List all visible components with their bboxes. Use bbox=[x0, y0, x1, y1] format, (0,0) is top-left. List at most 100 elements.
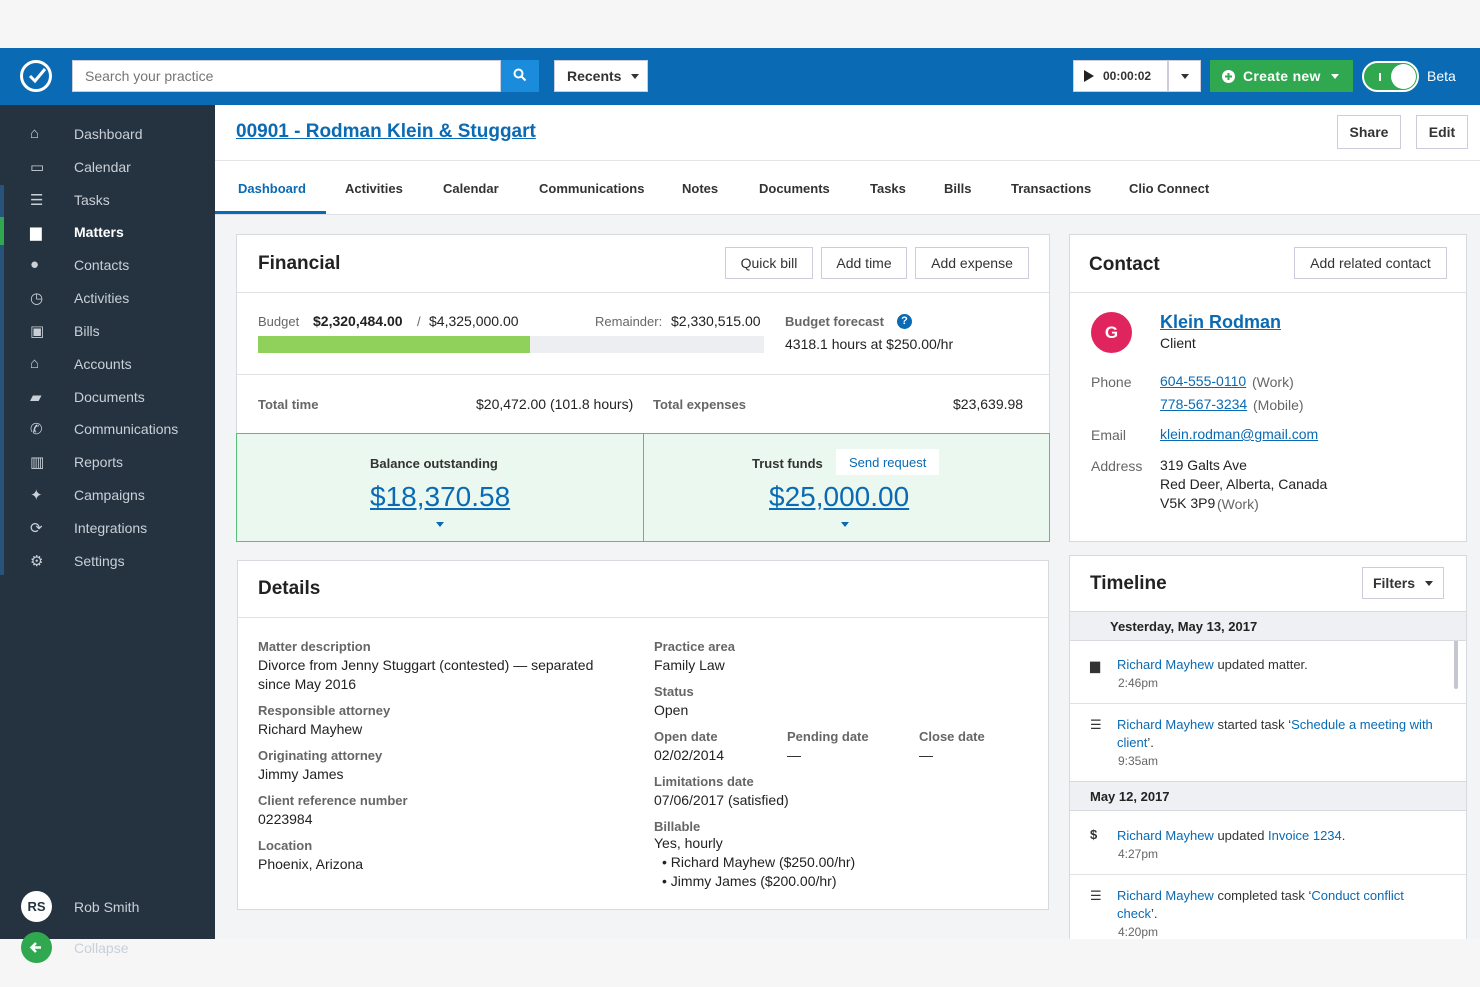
sidebar-item-matters[interactable]: ▆ Matters bbox=[0, 215, 215, 248]
sidebar-item-label: Integrations bbox=[74, 519, 148, 536]
timeline-task-link[interactable]: Schedule a meeting with client bbox=[1117, 717, 1433, 750]
bill-icon: ▣ bbox=[30, 322, 45, 340]
beta-toggle[interactable] bbox=[1362, 61, 1419, 92]
recents-dropdown[interactable]: Recents bbox=[554, 60, 648, 92]
person-icon: ● bbox=[30, 256, 40, 273]
tab-activities[interactable]: Activities bbox=[345, 181, 403, 196]
send-request-button[interactable]: Send request bbox=[836, 449, 940, 475]
sidebar-item-campaigns[interactable]: ✦ Campaigns bbox=[0, 478, 215, 511]
timer-dropdown-button[interactable] bbox=[1168, 60, 1201, 92]
help-icon[interactable]: ? bbox=[897, 314, 912, 329]
timeline-entry-text: started task ‘ bbox=[1213, 717, 1292, 732]
matter-tabs: Dashboard Activities Calendar Communicat… bbox=[215, 161, 1480, 215]
sidebar-item-label: Matters bbox=[74, 223, 124, 240]
timeline-entry-end: ’. bbox=[1150, 906, 1158, 921]
clio-logo-icon[interactable] bbox=[20, 60, 52, 92]
timer-button[interactable]: 00:00:02 bbox=[1073, 60, 1168, 92]
details-title: Details bbox=[258, 578, 321, 599]
recents-label: Recents bbox=[567, 68, 622, 84]
user-avatar[interactable]: RS bbox=[21, 891, 52, 922]
timeline-date-header: May 12, 2017 bbox=[1070, 781, 1466, 811]
contact-name-link[interactable]: Klein Rodman bbox=[1160, 312, 1282, 332]
tab-transactions[interactable]: Transactions bbox=[1011, 181, 1092, 196]
add-expense-button[interactable]: Add expense bbox=[915, 247, 1029, 279]
folder-icon: ▰ bbox=[30, 388, 42, 406]
campaign-icon: ✦ bbox=[30, 486, 43, 504]
balance-outstanding-card: Balance outstanding $18,370.58 bbox=[236, 433, 644, 542]
collapse-button[interactable]: Collapse bbox=[74, 940, 129, 956]
sidebar-item-bills[interactable]: ▣ Bills bbox=[0, 314, 215, 347]
timeline-user-link[interactable]: Richard Mayhew bbox=[1117, 717, 1214, 732]
timeline-title: Timeline bbox=[1090, 573, 1167, 594]
sidebar-item-label: Reports bbox=[74, 453, 124, 470]
user-name[interactable]: Rob Smith bbox=[74, 899, 140, 915]
sidebar-item-label: Dashboard bbox=[74, 125, 143, 142]
email-label: Email bbox=[1091, 427, 1127, 443]
tab-documents[interactable]: Documents bbox=[759, 181, 830, 196]
billable-value: Yes, hourly bbox=[654, 835, 723, 851]
timeline-scrollbar[interactable] bbox=[1454, 617, 1458, 689]
timeline-time: 9:35am bbox=[1118, 754, 1159, 768]
quick-bill-button[interactable]: Quick bill bbox=[725, 247, 813, 279]
email-link[interactable]: klein.rodman@gmail.com bbox=[1160, 426, 1319, 442]
list-icon: ☰ bbox=[30, 191, 44, 209]
sidebar-item-communications[interactable]: ✆ Communications bbox=[0, 412, 215, 445]
billable-rate-2: • Jimmy James ($200.00/hr) bbox=[662, 873, 837, 889]
plus-circle-icon bbox=[1222, 69, 1235, 83]
budget-label: Budget bbox=[258, 314, 300, 329]
total-expenses-label: Total expenses bbox=[653, 397, 746, 412]
address-type: (Work) bbox=[1217, 496, 1259, 512]
balance-value[interactable]: $18,370.58 bbox=[370, 481, 511, 512]
tab-communications[interactable]: Communications bbox=[539, 181, 645, 196]
page-title[interactable]: 00901 - Rodman Klein & Stuggart bbox=[236, 121, 536, 142]
tab-dashboard[interactable]: Dashboard bbox=[238, 181, 306, 196]
chevron-down-icon[interactable] bbox=[436, 522, 444, 527]
add-related-contact-button[interactable]: Add related contact bbox=[1294, 247, 1447, 279]
address-label: Address bbox=[1091, 458, 1143, 474]
trust-funds-value[interactable]: $25,000.00 bbox=[769, 481, 910, 512]
search-button[interactable] bbox=[501, 60, 539, 92]
tab-tasks[interactable]: Tasks bbox=[870, 181, 906, 196]
calendar-icon: ▭ bbox=[30, 158, 45, 176]
tab-bills[interactable]: Bills bbox=[944, 181, 972, 196]
timeline-user-link[interactable]: Richard Mayhew bbox=[1117, 657, 1214, 672]
add-time-button[interactable]: Add time bbox=[821, 247, 907, 279]
details-panel: Details Matter description Divorce from … bbox=[237, 560, 1049, 910]
tab-notes[interactable]: Notes bbox=[682, 181, 719, 196]
financial-panel: Financial Quick bill Add time Add expens… bbox=[236, 234, 1050, 542]
edit-button[interactable]: Edit bbox=[1416, 115, 1468, 149]
divider bbox=[238, 617, 1048, 618]
sidebar-item-calendar[interactable]: ▭ Calendar bbox=[0, 150, 215, 183]
sidebar-item-integrations[interactable]: ⟳ Integrations bbox=[0, 511, 215, 544]
timeline-invoice-link[interactable]: Invoice 1234 bbox=[1268, 828, 1342, 843]
phone-work-link[interactable]: 604-555-0110 bbox=[1160, 373, 1247, 389]
sidebar-item-tasks[interactable]: ☰ Tasks bbox=[0, 183, 215, 216]
share-button[interactable]: Share bbox=[1337, 115, 1401, 149]
budget-forecast-label: Budget forecast bbox=[785, 314, 884, 329]
sidebar-item-activities[interactable]: ◷ Activities bbox=[0, 281, 215, 314]
sidebar-item-dashboard[interactable]: ⌂ Dashboard bbox=[0, 117, 215, 150]
filters-dropdown[interactable]: Filters bbox=[1362, 567, 1444, 599]
timeline-user-link[interactable]: Richard Mayhew bbox=[1117, 888, 1214, 903]
tab-clio-connect[interactable]: Clio Connect bbox=[1129, 181, 1210, 196]
phone-mobile-link[interactable]: 778-567-3234 bbox=[1160, 396, 1248, 412]
originating-attorney-label: Originating attorney bbox=[258, 748, 383, 763]
sidebar-item-label: Communications bbox=[74, 420, 179, 437]
sidebar-item-accounts[interactable]: ⌂ Accounts bbox=[0, 347, 215, 380]
timeline-task-link[interactable]: Conduct conflict check bbox=[1117, 888, 1404, 921]
beta-label: Beta bbox=[1427, 68, 1456, 84]
originating-attorney-value: Jimmy James bbox=[258, 766, 344, 782]
sidebar-item-contacts[interactable]: ● Contacts bbox=[0, 248, 215, 281]
briefcase-icon: ▆ bbox=[30, 223, 42, 241]
create-new-button[interactable]: Create new bbox=[1210, 60, 1353, 92]
timer-value: 00:00:02 bbox=[1103, 69, 1152, 83]
timeline-user-link[interactable]: Richard Mayhew bbox=[1117, 828, 1214, 843]
search-input[interactable] bbox=[72, 60, 501, 92]
tab-calendar[interactable]: Calendar bbox=[443, 181, 499, 196]
chevron-down-icon[interactable] bbox=[841, 522, 849, 527]
collapse-arrow-icon[interactable] bbox=[21, 932, 52, 963]
sidebar-item-documents[interactable]: ▰ Documents bbox=[0, 380, 215, 413]
sidebar-item-settings[interactable]: ⚙ Settings bbox=[0, 544, 215, 577]
sidebar-item-reports[interactable]: ▥ Reports bbox=[0, 445, 215, 478]
gear-icon: ⚙ bbox=[30, 552, 44, 570]
